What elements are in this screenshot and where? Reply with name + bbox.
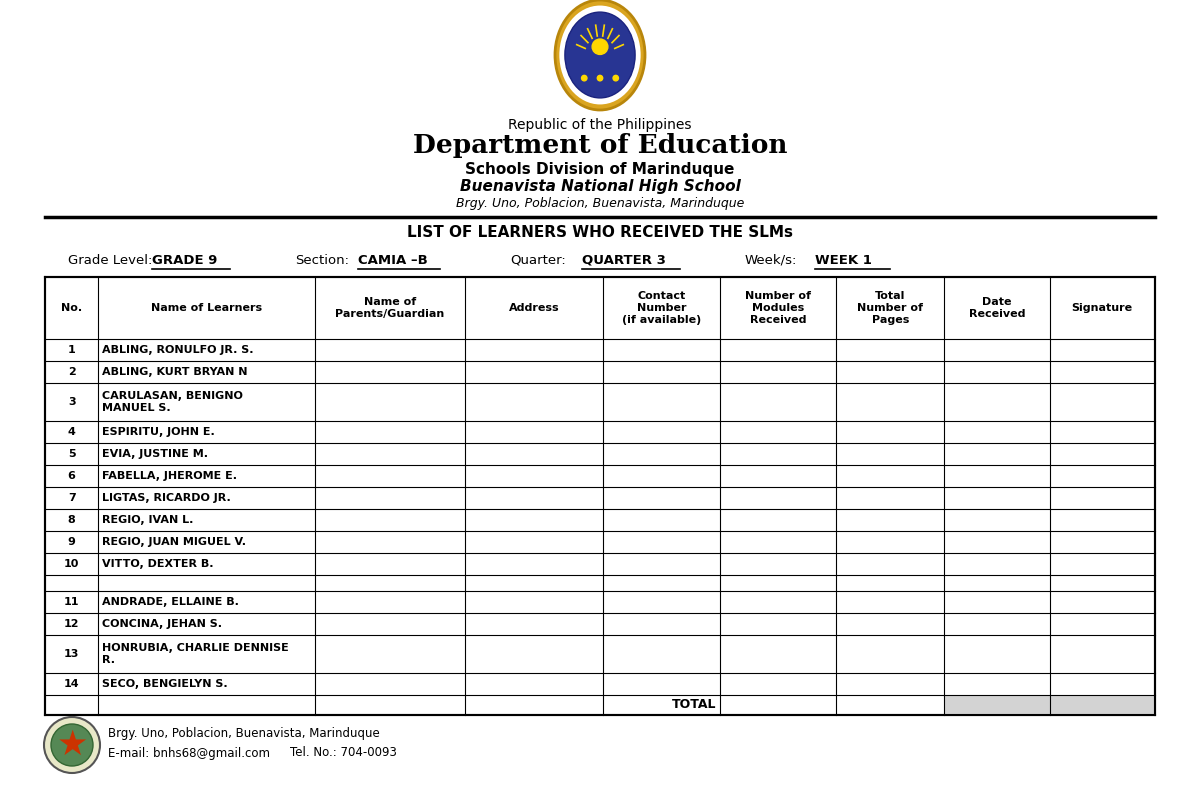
Text: Address: Address: [509, 303, 559, 313]
Ellipse shape: [582, 75, 587, 81]
Ellipse shape: [613, 75, 618, 81]
Text: Republic of the Philippines: Republic of the Philippines: [509, 118, 691, 132]
Text: 8: 8: [67, 515, 76, 525]
Text: ★: ★: [56, 728, 88, 762]
Text: Brgy. Uno, Poblacion, Buenavista, Marinduque: Brgy. Uno, Poblacion, Buenavista, Marind…: [108, 726, 379, 739]
Text: 14: 14: [64, 679, 79, 689]
Text: 3: 3: [68, 397, 76, 407]
Ellipse shape: [554, 0, 646, 110]
Text: ABLING, KURT BRYAN N: ABLING, KURT BRYAN N: [102, 367, 247, 377]
Ellipse shape: [565, 12, 635, 98]
Text: E-mail: bnhs68@gmail.com: E-mail: bnhs68@gmail.com: [108, 747, 270, 760]
Text: Buenavista National High School: Buenavista National High School: [460, 179, 740, 194]
Bar: [46, 277, 1154, 715]
Text: 5: 5: [68, 449, 76, 459]
Text: Date
Received: Date Received: [968, 297, 1025, 319]
Ellipse shape: [598, 75, 602, 81]
Text: SECO, BENGIELYN S.: SECO, BENGIELYN S.: [102, 679, 228, 689]
Text: No.: No.: [61, 303, 83, 313]
Text: ESPIRITU, JOHN E.: ESPIRITU, JOHN E.: [102, 427, 215, 437]
Text: LIGTAS, RICARDO JR.: LIGTAS, RICARDO JR.: [102, 493, 232, 503]
Text: CONCINA, JEHAN S.: CONCINA, JEHAN S.: [102, 619, 222, 629]
Text: 10: 10: [64, 559, 79, 569]
Text: 2: 2: [67, 367, 76, 377]
Bar: [1050, 695, 1154, 715]
Text: Number of
Modules
Received: Number of Modules Received: [745, 290, 811, 326]
Text: Name of Learners: Name of Learners: [151, 303, 262, 313]
Circle shape: [44, 717, 100, 773]
Text: LIST OF LEARNERS WHO RECEIVED THE SLMs: LIST OF LEARNERS WHO RECEIVED THE SLMs: [407, 225, 793, 240]
Text: Section:: Section:: [295, 254, 349, 266]
Text: Grade Level:: Grade Level:: [68, 254, 152, 266]
Text: REGIO, IVAN L.: REGIO, IVAN L.: [102, 515, 193, 525]
Ellipse shape: [560, 6, 640, 104]
Text: ABLING, RONULFO JR. S.: ABLING, RONULFO JR. S.: [102, 345, 253, 355]
Ellipse shape: [592, 39, 608, 54]
Text: VITTO, DEXTER B.: VITTO, DEXTER B.: [102, 559, 214, 569]
Text: REGIO, JUAN MIGUEL V.: REGIO, JUAN MIGUEL V.: [102, 537, 246, 547]
Text: QUARTER 3: QUARTER 3: [582, 254, 666, 266]
Text: Schools Division of Marinduque: Schools Division of Marinduque: [466, 162, 734, 177]
Text: Total
Number of
Pages: Total Number of Pages: [857, 290, 923, 326]
Text: WEEK 1: WEEK 1: [815, 254, 872, 266]
Text: 7: 7: [67, 493, 76, 503]
Bar: [944, 695, 1050, 715]
Text: Week/s:: Week/s:: [745, 254, 797, 266]
Text: 13: 13: [64, 649, 79, 659]
Text: 6: 6: [67, 471, 76, 481]
Text: Contact
Number
(if available): Contact Number (if available): [622, 290, 701, 326]
Text: HONRUBIA, CHARLIE DENNISE
R.: HONRUBIA, CHARLIE DENNISE R.: [102, 643, 289, 665]
Text: FABELLA, JHEROME E.: FABELLA, JHEROME E.: [102, 471, 238, 481]
Text: Quarter:: Quarter:: [510, 254, 565, 266]
Text: 11: 11: [64, 597, 79, 607]
Text: ANDRADE, ELLAINE B.: ANDRADE, ELLAINE B.: [102, 597, 239, 607]
Text: GRADE 9: GRADE 9: [152, 254, 217, 266]
Text: Name of
Parents/Guardian: Name of Parents/Guardian: [335, 297, 444, 319]
Text: Department of Education: Department of Education: [413, 133, 787, 158]
Text: 9: 9: [67, 537, 76, 547]
Text: Signature: Signature: [1072, 303, 1133, 313]
Text: EVIA, JUSTINE M.: EVIA, JUSTINE M.: [102, 449, 209, 459]
Circle shape: [50, 724, 94, 766]
Text: TOTAL: TOTAL: [671, 699, 716, 711]
Text: CARULASAN, BENIGNO
MANUEL S.: CARULASAN, BENIGNO MANUEL S.: [102, 391, 244, 413]
Text: Brgy. Uno, Poblacion, Buenavista, Marinduque: Brgy. Uno, Poblacion, Buenavista, Marind…: [456, 197, 744, 210]
Text: Tel. No.: 704-0093: Tel. No.: 704-0093: [290, 747, 397, 760]
Text: CAMIA –B: CAMIA –B: [358, 254, 427, 266]
Text: 1: 1: [67, 345, 76, 355]
Text: 4: 4: [67, 427, 76, 437]
Text: 12: 12: [64, 619, 79, 629]
